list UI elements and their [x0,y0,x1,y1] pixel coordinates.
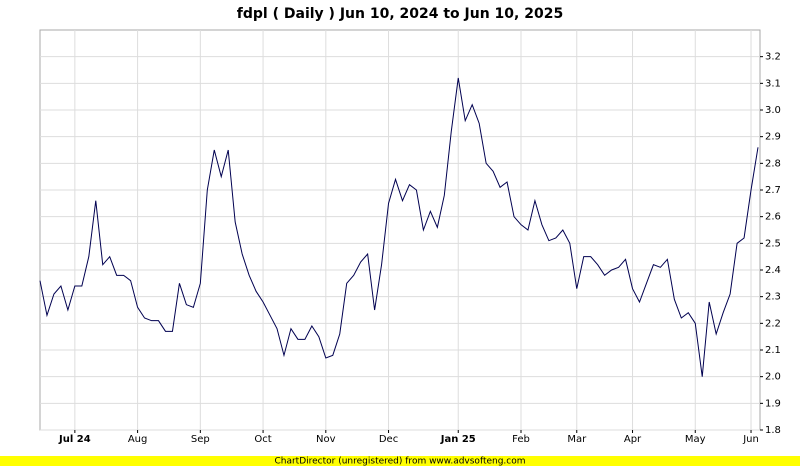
y-tick-label: 1.9 [765,398,781,409]
plot-area [39,29,761,431]
x-tick-label: May [685,434,706,445]
y-tick-label: 3.1 [765,78,781,89]
x-tick-label: Feb [512,434,530,445]
chart-title: fdpl ( Daily ) Jun 10, 2024 to Jun 10, 2… [237,6,563,22]
x-tick-label: Jun [742,434,759,445]
footer: ChartDirector (unregistered) from www.ad… [274,457,525,466]
x-tick-label: Aug [128,434,148,445]
x-tick-label: Sep [191,434,210,445]
footer-bar [0,456,800,466]
x-tick-label: Jan 25 [440,434,476,445]
y-tick-label: 2.2 [765,318,781,329]
y-tick-label: 2.0 [765,372,781,383]
x-tick-label: Dec [379,434,398,445]
y-tick-label: 3.2 [765,52,781,63]
y-tick-label: 2.6 [765,212,781,223]
price-line [39,77,759,377]
y-tick-label: 1.8 [765,425,781,436]
y-tick-label: 2.7 [765,185,781,196]
y-tick-label: 2.5 [765,238,781,249]
y-tick-label: 3.0 [765,105,781,116]
x-tick-label: Mar [567,434,587,445]
y-tick-label: 2.8 [765,158,781,169]
y-tick-label: 2.9 [765,132,781,143]
x-tick-label: Apr [624,434,642,445]
y-tick-label: 2.3 [765,292,781,303]
x-tick-label: Jul 24 [58,434,91,445]
x-tick-label: Nov [316,434,336,445]
x-tick-label: Oct [254,434,271,445]
y-tick-label: 2.1 [765,345,781,356]
y-tick-label: 2.4 [765,265,781,276]
